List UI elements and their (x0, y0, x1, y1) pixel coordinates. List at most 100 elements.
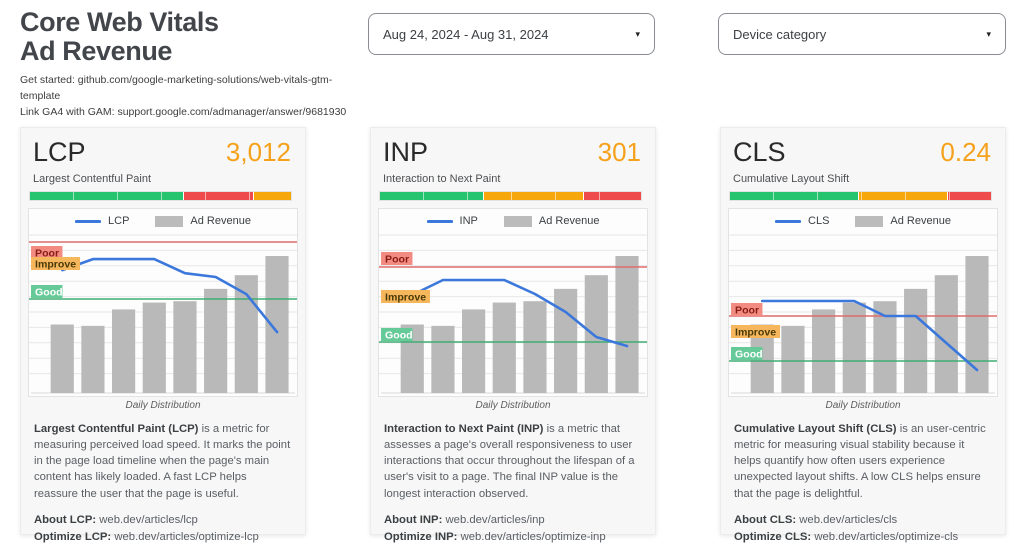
label-good: Good (735, 349, 763, 361)
optimize-url: web.dev/articles/optimize-inp (460, 531, 606, 544)
segment-orange (859, 192, 948, 200)
label-improve-bg (31, 257, 80, 270)
chart-panel: INP Ad Revenue Poor Improve Good (378, 208, 648, 397)
label-improve-bg (381, 290, 430, 303)
revenue-bar (50, 324, 74, 393)
legend-bar-swatch (155, 215, 184, 227)
revenue-bar (142, 302, 166, 393)
segment-green (30, 192, 184, 200)
legend-ad-revenue-label: Ad Revenue (190, 215, 251, 227)
label-improve-bg (731, 325, 780, 338)
revenue-bar (615, 256, 639, 393)
metric-name: LCP (33, 137, 86, 167)
optimize-label: Optimize LCP: (34, 531, 112, 544)
metric-line (60, 257, 279, 334)
chart-legend: CLS Ad Revenue (729, 209, 997, 233)
label-good: Good (385, 330, 413, 342)
revenue-bar (492, 302, 516, 393)
chart-legend: LCP Ad Revenue (29, 209, 297, 233)
label-poor: Poor (735, 305, 759, 317)
label-good-bg (381, 328, 413, 341)
revenue-bar (265, 256, 289, 393)
revenue-bar (554, 288, 578, 393)
metric-links: About CLS: web.dev/articles/cls Optimize… (721, 502, 1005, 547)
metric-value: 3,012 (225, 137, 291, 167)
label-poor-bg (731, 303, 763, 316)
segment-green (730, 192, 860, 200)
metric-description: Cumulative Layout Shift (CLS) is an user… (734, 423, 986, 500)
legend-ad-revenue-label: Ad Revenue (890, 215, 951, 227)
cls-chart[interactable]: Poor Improve Good (729, 233, 997, 396)
metric-value: 0.24 (940, 137, 991, 167)
metric-value: 301 (597, 137, 641, 167)
revenue-bar (781, 325, 805, 393)
revenue-bar (584, 275, 608, 393)
segment-green (380, 192, 485, 200)
distribution-bar (379, 191, 642, 201)
distribution-bar (29, 191, 292, 201)
label-poor-bg (381, 252, 413, 265)
optimize-url: web.dev/articles/optimize-lcp (114, 531, 259, 544)
legend-bar-swatch (503, 215, 532, 227)
revenue-bar (234, 275, 258, 393)
optimize-url: web.dev/articles/optimize-cls (814, 531, 959, 544)
legend-line-swatch (775, 219, 802, 223)
revenue-bar (842, 302, 866, 393)
chart-panel: LCP Ad Revenue Poor Improve Good (28, 208, 298, 397)
revenue-bar (81, 325, 105, 393)
about-label: About INP: (384, 513, 443, 526)
about-url: web.dev/articles/cls (799, 513, 898, 526)
revenue-bar (462, 309, 486, 393)
report-header: Core Web Vitals Ad Revenue Get started: … (20, 8, 360, 120)
label-poor: Poor (385, 254, 409, 266)
page-title-line2: Ad Revenue (20, 36, 173, 66)
chevron-down-icon: ▾ (986, 28, 991, 39)
segment-orange (484, 192, 584, 200)
metric-subtitle: Largest Contentful Paint (33, 173, 152, 185)
metric-subtitle: Cumulative Layout Shift (733, 173, 850, 185)
legend-metric-label: CLS (808, 215, 830, 227)
legend-metric-label: LCP (108, 215, 130, 227)
segment-red (947, 192, 991, 200)
metric-links: About LCP: web.dev/articles/lcp Optimize… (21, 502, 305, 547)
date-range-value: Aug 24, 2024 - Aug 31, 2024 (383, 26, 549, 42)
date-range-select[interactable]: Aug 24, 2024 - Aug 31, 2024 ▾ (368, 13, 655, 55)
metric-description: Interaction to Next Paint (INP) is a met… (384, 423, 635, 500)
revenue-bar (112, 309, 136, 393)
page-title-line1: Core Web Vitals (20, 7, 219, 37)
device-category-value: Device category (733, 26, 827, 42)
about-url: web.dev/articles/inp (445, 513, 545, 526)
metric-card-lcp: LCP 3,012 Largest Contentful Paint LCP A… (20, 127, 306, 543)
revenue-bar (934, 275, 958, 393)
revenue-bar (904, 288, 928, 393)
legend-line-swatch (75, 219, 102, 223)
chart-panel: CLS Ad Revenue Poor Improve Good (728, 208, 998, 397)
segment-orange (254, 192, 291, 200)
get-started-link: Get started: github.com/google-marketing… (20, 74, 333, 102)
metric-line (760, 299, 979, 372)
label-good: Good (35, 287, 63, 299)
revenue-bar (523, 301, 547, 393)
revenue-bar (812, 309, 836, 393)
metric-name: CLS (733, 137, 786, 167)
chart-caption: Daily Distribution (125, 400, 201, 411)
chart-caption: Daily Distribution (475, 400, 551, 411)
about-label: About LCP: (34, 513, 97, 526)
chart-legend: INP Ad Revenue (379, 209, 647, 233)
legend-bar-swatch (855, 215, 884, 227)
revenue-bar (965, 256, 989, 393)
inp-chart[interactable]: Poor Improve Good (379, 233, 647, 396)
label-poor: Poor (35, 248, 59, 260)
optimize-label: Optimize INP: (384, 531, 458, 544)
label-good-bg (31, 285, 63, 298)
legend-line-swatch (426, 219, 453, 223)
device-category-select[interactable]: Device category ▾ (718, 13, 1006, 55)
label-improve: Improve (735, 327, 776, 339)
revenue-bar (204, 288, 228, 393)
optimize-label: Optimize CLS: (734, 531, 812, 544)
distribution-bar (729, 191, 992, 201)
metric-card-inp: INP 301 Interaction to Next Paint INP Ad… (370, 127, 656, 543)
segment-red (583, 192, 641, 200)
label-improve: Improve (35, 259, 76, 271)
